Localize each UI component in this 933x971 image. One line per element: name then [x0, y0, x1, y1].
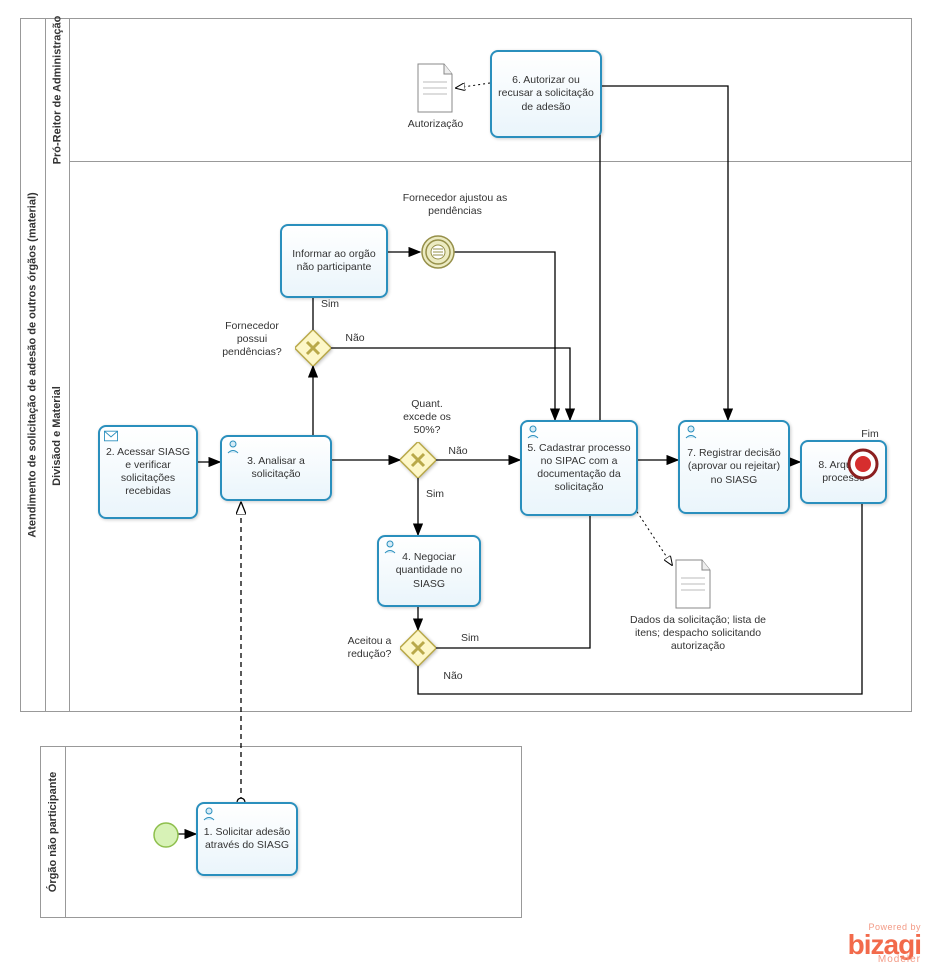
label-fornecedor-pend: Fornecedor possui pendências?	[213, 320, 291, 359]
task-inform: Informar ao orgão não participante	[280, 224, 388, 298]
lane1-title: Pró-Reitor de Administração	[45, 19, 70, 161]
gateway-aceitou	[400, 630, 436, 666]
start-event	[152, 821, 180, 852]
bpmn-canvas: Atendimento de solicitação de adesão de …	[0, 0, 933, 971]
label-dados: Dados da solicitação; lista de itens; de…	[623, 614, 773, 653]
gateway-quantidade	[400, 442, 436, 478]
label-aceitou: Aceitou a redução?	[342, 635, 397, 661]
document-dados	[672, 558, 714, 613]
label-autorizacao: Autorização	[388, 118, 483, 131]
user-icon	[526, 425, 540, 439]
user-icon	[226, 440, 240, 454]
label-sim3: Sim	[455, 632, 485, 645]
task-3: 3. Analisar a solicitação	[220, 435, 332, 501]
message-icon	[104, 430, 118, 442]
label-nao3: Não	[438, 670, 468, 683]
task-6: 6. Autorizar ou recusar a solicitação de…	[490, 50, 602, 138]
task-7: 7. Registrar decisão (aprovar ou rejeita…	[678, 420, 790, 514]
label-quant: Quant. excede os 50%?	[393, 398, 461, 437]
task-2: 2. Acessar SIASG e verificar solicitaçõe…	[98, 425, 198, 519]
task-5: 5. Cadastrar processo no SIPAC com a doc…	[520, 420, 638, 516]
label-fornecedor-ajustou: Fornecedor ajustou as pendências	[396, 192, 514, 218]
intermediate-event	[420, 234, 456, 273]
label-nao1: Não	[340, 332, 370, 345]
pool-main-title: Atendimento de solicitação de adesão de …	[21, 19, 46, 711]
label-nao2: Não	[443, 445, 473, 458]
bizagi-logo: Powered by bizagi Modeler	[848, 922, 921, 965]
lane2-title: Divisãod e Material	[45, 161, 70, 711]
label-sim1: Sim	[315, 298, 345, 311]
user-icon	[383, 540, 397, 554]
pool-orgao-title: Órgão não participante	[41, 747, 66, 917]
task-1: 1. Solicitar adesão através do SIASG	[196, 802, 298, 876]
end-event	[847, 448, 879, 483]
gateway-pendencias	[295, 330, 331, 366]
task-4: 4. Negociar quantidade no SIASG	[377, 535, 481, 607]
user-icon	[684, 425, 698, 439]
document-autorizacao	[414, 62, 456, 117]
label-sim2: Sim	[420, 488, 450, 501]
lane-divider	[69, 161, 911, 162]
user-icon	[202, 807, 216, 821]
label-fim: Fim	[855, 428, 885, 441]
